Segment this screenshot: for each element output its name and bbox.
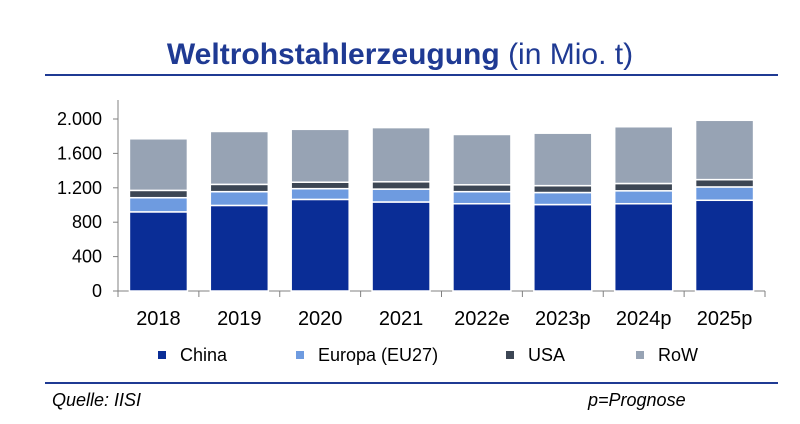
bar-row-2020 xyxy=(290,128,350,183)
title-rule xyxy=(45,74,778,76)
title-unit: (in Mio. t) xyxy=(508,38,634,71)
bar-china-2020 xyxy=(290,198,350,292)
legend-swatch xyxy=(296,351,304,359)
bar-usa-2019 xyxy=(209,183,270,193)
bar-china-2023p xyxy=(533,203,593,292)
x-tick-label: 2018 xyxy=(136,308,181,330)
bar-row-2023p xyxy=(533,132,593,187)
y-tick-label: 800 xyxy=(72,212,102,232)
x-tick-label: 2022e xyxy=(454,308,510,330)
y-tick-label: 400 xyxy=(72,247,102,267)
bar-row-2024p xyxy=(613,125,674,185)
legend-swatch xyxy=(506,351,514,359)
bar-row-2025p xyxy=(694,119,755,181)
legend-swatch xyxy=(158,351,166,359)
legend-label: RoW xyxy=(658,345,698,365)
bar-europa-eu27--2022e xyxy=(452,190,512,205)
bar-row-2019 xyxy=(209,130,270,186)
forecast-note: p=Prognose xyxy=(588,390,686,410)
bar-usa-2018 xyxy=(128,189,189,199)
bar-china-2022e xyxy=(452,202,512,292)
x-tick-label: 2025p xyxy=(697,308,753,330)
bar-usa-2020 xyxy=(290,181,350,190)
bar-usa-2021 xyxy=(371,181,431,190)
x-tick-label: 2023p xyxy=(535,308,591,330)
bar-china-2024p xyxy=(613,202,674,292)
bar-europa-eu27--2020 xyxy=(290,187,350,201)
bar-usa-2022e xyxy=(452,184,512,193)
legend-label: USA xyxy=(528,345,565,365)
y-tick-label: 0 xyxy=(92,281,102,301)
x-tick-label: 2021 xyxy=(379,308,424,330)
bar-china-2018 xyxy=(128,211,189,292)
legend-swatch xyxy=(636,351,644,359)
bar-usa-2023p xyxy=(533,184,593,194)
bar-europa-eu27--2023p xyxy=(533,191,593,206)
y-tick-label: 1.600 xyxy=(57,143,102,163)
bar-europa-eu27--2024p xyxy=(613,190,674,205)
bar-usa-2024p xyxy=(613,182,674,192)
bar-usa-2025p xyxy=(694,178,755,188)
bar-europa-eu27--2021 xyxy=(371,188,431,203)
bar-china-2019 xyxy=(209,204,270,292)
chart-title: Weltrohstahlerzeugung (in Mio. t) xyxy=(0,38,800,72)
x-tick-label: 2020 xyxy=(298,308,343,330)
bar-row-2018 xyxy=(128,138,189,192)
bar-europa-eu27--2025p xyxy=(694,186,755,202)
bar-row-2022e xyxy=(452,133,512,186)
title-main: Weltrohstahlerzeugung xyxy=(166,38,500,71)
footer-rule xyxy=(45,382,778,384)
source-note: Quelle: IISI xyxy=(52,390,142,410)
bar-china-2021 xyxy=(371,201,431,292)
bar-china-2025p xyxy=(694,199,755,292)
x-tick-label: 2024p xyxy=(616,308,672,330)
y-tick-label: 2.000 xyxy=(57,109,102,129)
legend-label: China xyxy=(180,345,228,365)
bar-europa-eu27--2019 xyxy=(209,190,270,207)
x-tick-label: 2019 xyxy=(217,308,262,330)
bar-row-2021 xyxy=(371,126,431,183)
y-tick-label: 1.200 xyxy=(57,178,102,198)
legend-label: Europa (EU27) xyxy=(318,345,438,365)
bar-europa-eu27--2018 xyxy=(128,196,189,213)
